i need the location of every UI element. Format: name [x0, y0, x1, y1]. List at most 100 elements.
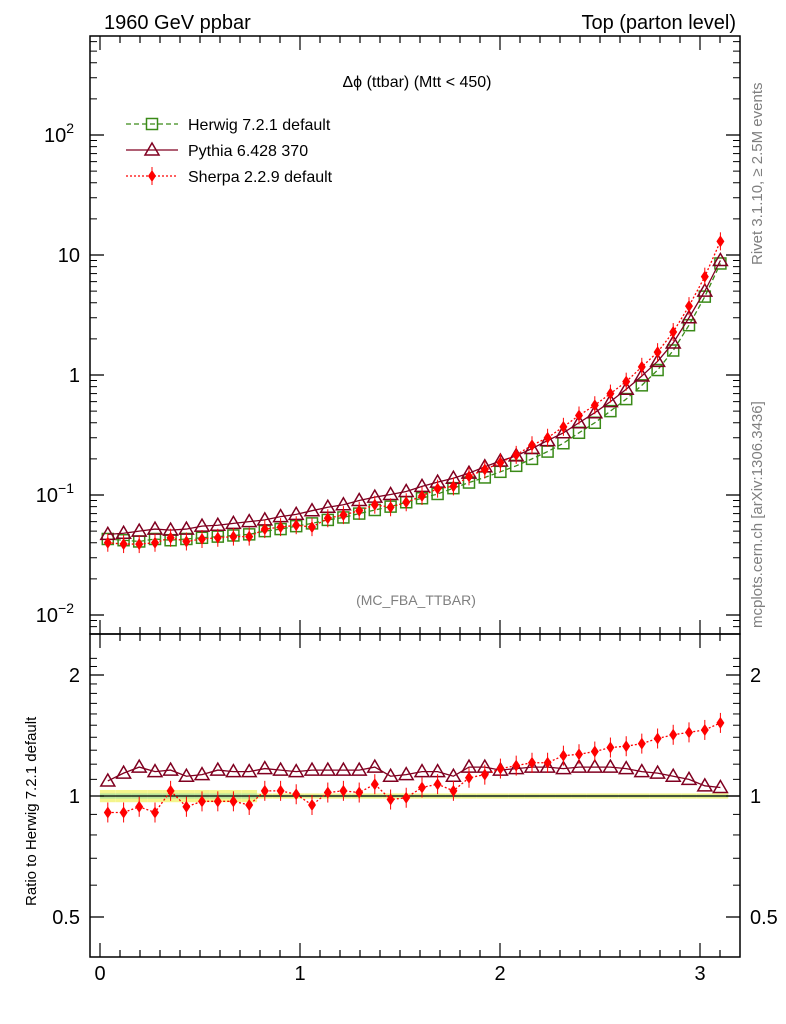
ratio-point-sherpa — [528, 756, 536, 769]
ratio-point-pythia — [256, 760, 274, 775]
ratio-point-pythia — [99, 772, 117, 787]
ratio-point-sherpa — [512, 759, 521, 772]
ratio-point-sherpa — [276, 784, 285, 797]
ratio-point-sherpa — [198, 795, 206, 808]
ratio-point-sherpa — [465, 771, 473, 784]
data-point-herwig — [635, 379, 649, 392]
y-tick-label-base: 10 — [36, 605, 58, 627]
ratio-point-pythia — [633, 763, 651, 778]
ratio-point-sherpa — [166, 784, 175, 797]
data-point-sherpa — [575, 409, 583, 422]
ratio-point-sherpa — [292, 788, 301, 801]
ratio-point-pythia — [712, 778, 729, 794]
legend-marker-herwig — [145, 117, 159, 131]
y-tick-label-base: 10 — [36, 485, 58, 507]
data-point-pythia — [586, 404, 604, 419]
ratio-point-sherpa — [637, 737, 646, 750]
data-point-pythia — [240, 513, 258, 528]
ratio-y-tick-label: 2 — [69, 665, 80, 687]
ratio-point-pythia — [382, 767, 399, 782]
data-point-sherpa — [685, 300, 693, 313]
data-point-sherpa — [229, 530, 238, 543]
x-tick-label: 2 — [494, 963, 505, 985]
ratio-point-sherpa — [370, 778, 379, 791]
data-point-sherpa — [386, 501, 395, 514]
data-point-sherpa — [119, 538, 128, 551]
analysis-watermark: (MC_FBA_TTBAR) — [356, 592, 476, 608]
data-point-pythia — [649, 352, 666, 368]
ratio-point-sherpa — [213, 795, 222, 808]
ratio-point-sherpa — [151, 806, 159, 819]
data-point-sherpa — [151, 536, 159, 549]
ratio-point-pythia — [209, 761, 227, 776]
ratio-point-sherpa — [119, 806, 128, 819]
data-point-herwig — [666, 344, 680, 357]
ratio-point-pythia — [664, 767, 682, 782]
data-point-sherpa — [637, 360, 646, 373]
data-point-sherpa — [213, 531, 222, 544]
data-point-sherpa — [465, 470, 473, 483]
ratio-point-sherpa — [543, 756, 552, 769]
ratio-point-pythia — [240, 763, 258, 778]
data-point-pythia — [633, 367, 651, 382]
legend-label-pythia: Pythia 6.428 370 — [188, 143, 308, 160]
ratio-point-sherpa — [653, 732, 662, 745]
x-tick-label: 1 — [294, 963, 305, 985]
data-point-sherpa — [323, 512, 332, 525]
data-point-sherpa — [669, 326, 678, 339]
y-tick-label: 102 — [44, 120, 74, 147]
data-point-sherpa — [543, 431, 552, 444]
ratio-point-sherpa — [229, 795, 238, 808]
ratio-point-sherpa — [669, 728, 678, 741]
data-point-sherpa — [622, 375, 631, 388]
data-point-herwig — [651, 363, 664, 377]
ratio-point-sherpa — [685, 726, 693, 739]
legend: Herwig 7.2.1 default Pythia 6.428 370 Sher… — [126, 117, 333, 186]
ratio-point-pythia — [649, 764, 666, 779]
ratio-y-tick-label-right: 0.5 — [750, 907, 778, 929]
ratio-point-sherpa — [418, 781, 426, 794]
data-point-sherpa — [559, 420, 568, 433]
ratio-point-sherpa — [575, 748, 583, 761]
ratio-point-pythia — [413, 763, 431, 778]
data-point-sherpa — [103, 536, 112, 549]
data-point-sherpa — [370, 498, 379, 511]
ratio-point-pythia — [115, 764, 132, 779]
ratio-point-sherpa — [308, 798, 316, 811]
ratio-point-sherpa — [386, 793, 395, 806]
legend-marker-pythia — [143, 141, 161, 156]
ratio-point-pythia — [130, 758, 148, 773]
data-point-sherpa — [512, 448, 521, 461]
ratio-point-pythia — [696, 777, 714, 792]
ratio-point-sherpa — [606, 741, 615, 754]
data-point-sherpa — [402, 496, 411, 509]
ratio-point-sherpa — [355, 786, 364, 799]
data-point-sherpa — [355, 504, 364, 517]
ratio-point-sherpa — [480, 768, 489, 781]
legend-label-sherpa: Sherpa 2.2.9 default — [188, 169, 333, 186]
main-title: Δϕ (ttbar) (Mtt < 450) — [342, 74, 491, 91]
header-right: Top (parton level) — [581, 12, 736, 34]
ratio-point-sherpa — [716, 716, 725, 729]
data-point-sherpa — [606, 387, 615, 400]
data-point-sherpa — [339, 509, 348, 522]
ratio-point-pythia — [319, 761, 337, 776]
y-tick-label-base: 10 — [58, 245, 80, 267]
ratio-y-tick-label-right: 1 — [750, 786, 761, 808]
data-point-pythia — [712, 252, 729, 267]
ratio-point-pythia — [193, 766, 211, 781]
ratio-point-sherpa — [339, 784, 348, 797]
y-tick-label-exponent: −1 — [58, 480, 74, 496]
ratio-point-sherpa — [700, 723, 709, 736]
ratio-point-pythia — [366, 758, 384, 773]
ratio-point-pythia — [602, 758, 619, 773]
series-line-sherpa — [107, 241, 721, 545]
data-point-pythia — [146, 520, 164, 535]
ratio-point-pythia — [570, 758, 588, 773]
y-tick-label-exponent: 2 — [66, 120, 74, 136]
ratio-y-tick-label: 1 — [69, 786, 80, 808]
data-point-sherpa — [198, 532, 206, 545]
mcplots-label: mcplots.cern.ch [arXiv:1306.3436] — [749, 401, 766, 628]
ratio-point-sherpa — [433, 778, 442, 791]
